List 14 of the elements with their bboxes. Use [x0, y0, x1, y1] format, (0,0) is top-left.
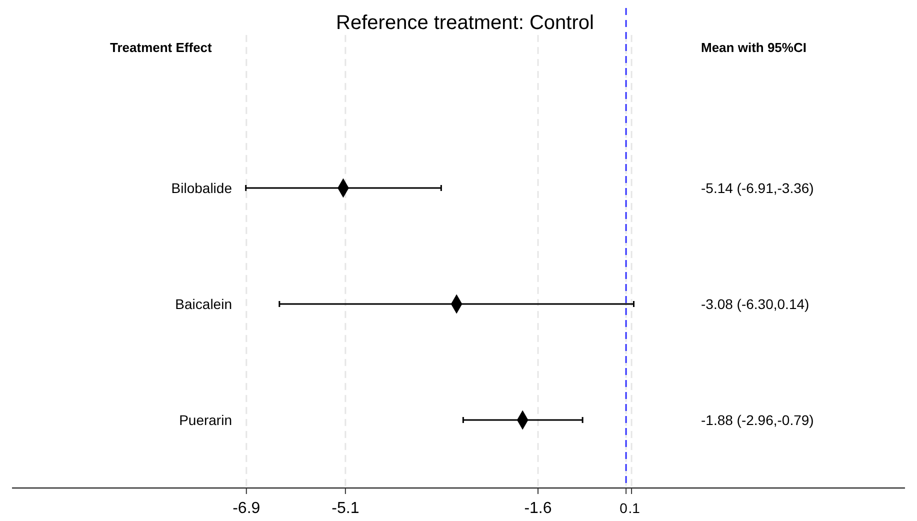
annotation: -3.08 (-6.30,0.14) — [701, 296, 810, 312]
annotation: Mean with 95%CI — [701, 40, 806, 55]
annotation: -1.88 (-2.96,-0.79) — [701, 412, 814, 428]
annotation: Treatment Effect — [110, 40, 213, 55]
y-tick-label: Puerarin — [179, 412, 232, 428]
x-tick-label: -1.6 — [524, 500, 552, 517]
annotation: -5.14 (-6.91,-3.36) — [701, 180, 814, 196]
y-tick-label: Bilobalide — [171, 180, 232, 196]
x-tick-label: 0 — [620, 500, 628, 516]
chart-title: Reference treatment: Control — [336, 12, 594, 34]
x-tick-label: -6.9 — [232, 500, 260, 517]
x-tick-label: -5.1 — [332, 500, 360, 517]
x-tick-label: .1 — [628, 500, 640, 516]
y-tick-label: Baicalein — [175, 296, 232, 312]
